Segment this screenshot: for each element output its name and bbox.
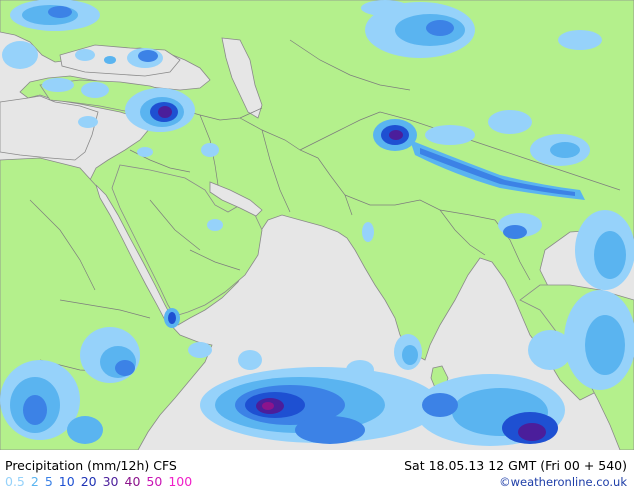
forecast-timestamp: Sat 18.05.13 12 GMT (Fri 00 + 540) bbox=[404, 458, 627, 473]
scale-value: 50 bbox=[146, 474, 163, 489]
scale-value: 10 bbox=[58, 474, 75, 489]
precipitation-map bbox=[0, 0, 634, 450]
mediterranean bbox=[0, 95, 99, 161]
site-credit-link[interactable]: ©weatheronline.co.uk bbox=[499, 475, 627, 489]
scale-value: 40 bbox=[124, 474, 141, 489]
land-arabia bbox=[111, 164, 263, 317]
scale-value: 5 bbox=[44, 474, 53, 489]
map-title: Precipitation (mm/12h) CFS bbox=[5, 458, 177, 473]
precipitation-scale: 0.5 2 5 10 20 30 40 50 100 bbox=[5, 474, 198, 489]
scale-value: 20 bbox=[80, 474, 97, 489]
persian-gulf bbox=[209, 181, 263, 217]
precipitation-overlay bbox=[0, 0, 634, 446]
caspian-sea bbox=[221, 37, 263, 119]
scale-value: 0.5 bbox=[5, 474, 25, 489]
scale-value: 100 bbox=[168, 474, 193, 489]
map-footer: Precipitation (mm/12h) CFS Sat 18.05.13 … bbox=[0, 450, 634, 490]
scale-value: 30 bbox=[102, 474, 119, 489]
scale-value: 2 bbox=[30, 474, 39, 489]
